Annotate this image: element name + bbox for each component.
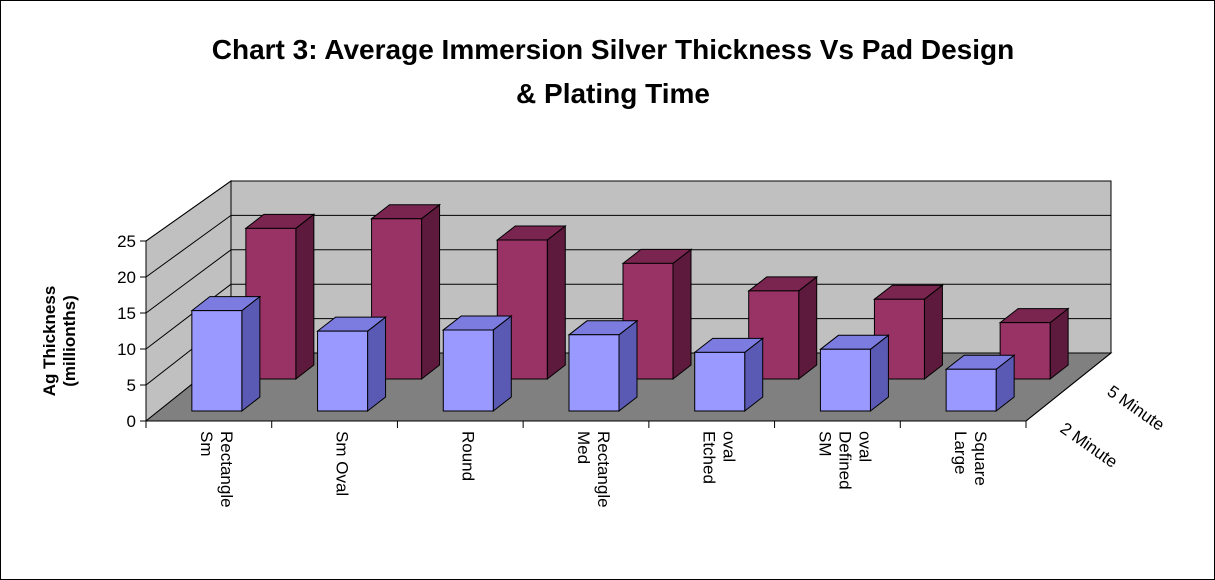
bar-2-minute-side (241, 295, 261, 413)
x-category-label: Defined (835, 431, 854, 490)
y-tick-label: 25 (117, 232, 136, 251)
bar-2-minute (568, 334, 620, 412)
series-label-5-minute: 5 Minute (1104, 382, 1168, 435)
gridline-side (145, 214, 232, 278)
gridline-side (145, 180, 232, 242)
ylabel-line-1: Ag Thickness (40, 286, 59, 397)
x-category-label: Round (458, 431, 477, 481)
series-label-2-minute: 2 Minute (1057, 419, 1121, 472)
bar-2-minute-side (367, 316, 387, 413)
x-category-label: Rectangle (594, 431, 613, 508)
bar-5-minute-side (798, 275, 818, 381)
x-category-label: Med (574, 431, 593, 464)
bar-2-minute (694, 351, 746, 412)
chart-title: Chart 3: Average Immersion Silver Thickn… (212, 34, 1014, 109)
x-category-label: Sm (197, 431, 216, 457)
y-tick-label: 20 (117, 268, 136, 287)
bar-2-minute (819, 348, 871, 412)
title-line-2: & Plating Time (516, 78, 710, 109)
depth-axis-line (1025, 352, 1112, 422)
y-tick-label: 15 (117, 304, 136, 323)
gridline-side (145, 249, 232, 314)
x-category-label: oval (855, 431, 874, 462)
x-category-label: Square (971, 431, 990, 486)
x-category-label: oval (720, 431, 739, 462)
x-category-label: Sm Oval (333, 431, 352, 496)
y-tick-label: 5 (127, 376, 136, 395)
bar-2-minute (945, 368, 997, 412)
x-category-label: SM (815, 431, 834, 457)
gridline-side (145, 283, 232, 350)
y-tick-label: 10 (117, 340, 136, 359)
bar-5-minute-side (295, 213, 315, 381)
ylabel-line-2: (millionths) (60, 295, 79, 387)
y-axis-label: Ag Thickness (millionths) (40, 286, 79, 397)
bar-5-minute-side (421, 203, 441, 381)
bar-2-minute-side (492, 314, 512, 413)
x-category-label: Rectangle (217, 431, 236, 508)
title-line-1: Chart 3: Average Immersion Silver Thickn… (212, 34, 1014, 65)
x-category-label: Large (951, 431, 970, 474)
bar-2-minute (317, 330, 369, 412)
bar-5-minute-side (546, 225, 566, 381)
bar-5-minute-side (923, 284, 943, 381)
x-category-label: Etched (700, 431, 719, 484)
y-tick-label: 0 (127, 412, 136, 431)
bar-2-minute (442, 329, 494, 412)
bar-2-minute-side (618, 319, 638, 413)
bar-5-minute-side (672, 248, 692, 381)
bar-2-minute (191, 310, 243, 412)
